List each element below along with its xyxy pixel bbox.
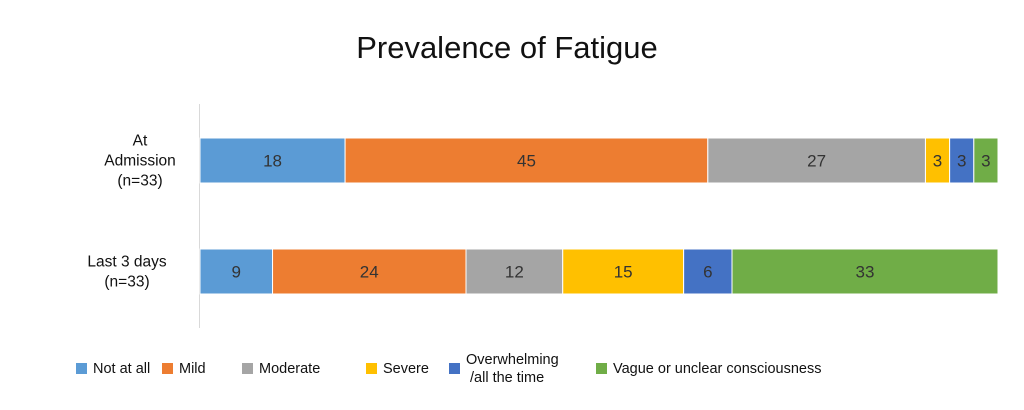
data-label: 33 [856, 263, 875, 282]
data-label: 24 [360, 263, 379, 282]
legend-label: Not at all [93, 361, 150, 377]
legend-swatch [596, 363, 607, 374]
data-label: 27 [807, 152, 826, 171]
category-label: Last 3 days [87, 254, 167, 271]
bar-segment [707, 137, 926, 184]
category-label: (n=33) [117, 173, 162, 190]
legend-label: /all the time [470, 370, 544, 386]
bar-segment [973, 137, 999, 184]
bar-segment [344, 137, 709, 184]
bar-segment [562, 248, 685, 295]
legend-label: Severe [383, 361, 429, 377]
legend-label: Mild [179, 361, 206, 377]
data-label: 9 [232, 263, 241, 282]
bar-segment [465, 248, 564, 295]
data-label: 12 [505, 263, 524, 282]
category-label: (n=33) [104, 274, 149, 291]
data-label: 3 [957, 152, 966, 171]
bar-segment [731, 248, 999, 295]
legend-swatch [242, 363, 253, 374]
legend-swatch [366, 363, 377, 374]
bar-segment [683, 248, 733, 295]
category-label: Admission [104, 153, 176, 170]
data-label: 6 [703, 263, 712, 282]
legend-swatch [449, 363, 460, 374]
data-label: 3 [981, 152, 990, 171]
legend-label: Vague or unclear consciousness [613, 361, 822, 377]
data-label: 45 [517, 152, 536, 171]
data-label: 18 [263, 152, 282, 171]
data-label: 15 [614, 263, 633, 282]
data-label: 3 [933, 152, 942, 171]
legend-swatch [162, 363, 173, 374]
legend-label: Moderate [259, 361, 320, 377]
category-label: At [133, 133, 148, 150]
legend-swatch [76, 363, 87, 374]
legend-label: Overwhelming [466, 352, 559, 368]
bar-segment [272, 248, 467, 295]
chart-title: Prevalence of Fatigue [356, 30, 658, 65]
